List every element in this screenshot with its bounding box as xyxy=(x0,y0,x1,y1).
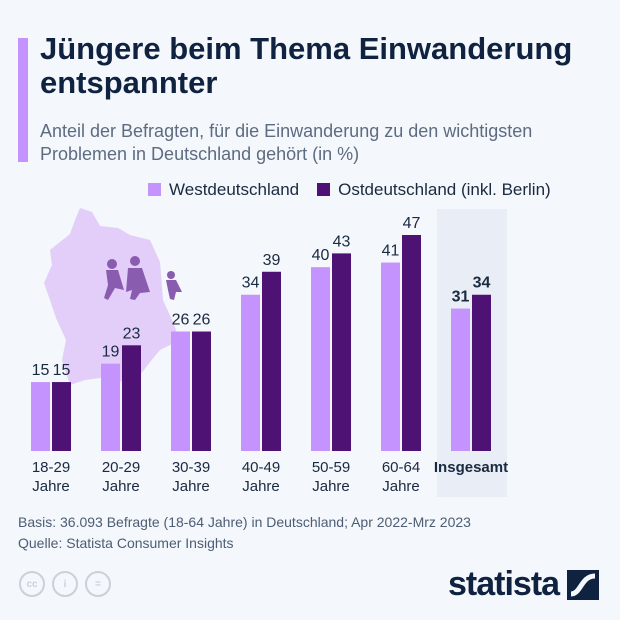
title-accent-bar xyxy=(18,38,28,162)
data-label: 19 xyxy=(102,344,120,361)
by-icon[interactable]: i xyxy=(52,571,78,597)
basis-note: Basis: 36.093 Befragte (18-64 Jahre) in … xyxy=(18,514,471,530)
category-label: 60-64 xyxy=(382,459,420,476)
bar-west-1 xyxy=(101,363,120,451)
category-label: 18-29 xyxy=(32,459,70,476)
bar-east-2 xyxy=(192,331,211,451)
germany-map-illustration xyxy=(44,208,182,385)
data-label: 41 xyxy=(382,243,400,260)
bar-west-6 xyxy=(451,308,470,451)
category-label: Insgesamt xyxy=(434,459,508,476)
bar-east-6 xyxy=(472,294,491,451)
data-label: 40 xyxy=(312,247,330,264)
nd-icon[interactable]: = xyxy=(85,571,111,597)
category-label: Jahre xyxy=(312,478,350,495)
bar-west-5 xyxy=(381,262,400,451)
legend: Westdeutschland Ostdeutschland (inkl. Be… xyxy=(148,180,551,200)
category-label: Jahre xyxy=(32,478,70,495)
bar-west-4 xyxy=(311,267,330,451)
bar-east-1 xyxy=(122,345,141,451)
source-note: Quelle: Statista Consumer Insights xyxy=(18,535,234,551)
data-label: 34 xyxy=(473,275,491,292)
data-label: 23 xyxy=(123,325,141,342)
bar-west-2 xyxy=(171,331,190,451)
statista-logo-icon xyxy=(567,569,600,600)
legend-item-west: Westdeutschland xyxy=(148,180,299,200)
data-label: 26 xyxy=(172,312,190,329)
bar-east-5 xyxy=(402,235,421,451)
logo-text: statista xyxy=(448,565,560,603)
category-label: Jahre xyxy=(242,478,280,495)
legend-swatch-east xyxy=(317,183,331,196)
bar-east-0 xyxy=(52,382,71,451)
legend-label-east: Ostdeutschland (inkl. Berlin) xyxy=(338,180,551,199)
bar-west-3 xyxy=(241,294,260,451)
category-label: 50-59 xyxy=(312,459,350,476)
legend-swatch-west xyxy=(148,183,161,196)
category-label: 20-29 xyxy=(102,459,140,476)
category-label: Jahre xyxy=(382,478,420,495)
category-label: Jahre xyxy=(102,478,140,495)
data-label: 39 xyxy=(263,252,281,269)
refugee-family-icon xyxy=(104,256,182,300)
category-label: 40-49 xyxy=(242,459,280,476)
data-label: 15 xyxy=(32,362,50,379)
bar-east-4 xyxy=(332,253,351,451)
bar-west-0 xyxy=(31,382,50,451)
bar-east-3 xyxy=(262,271,281,451)
data-label: 34 xyxy=(242,275,260,292)
chart-title: Jüngere beim Thema Einwanderung entspann… xyxy=(40,31,573,100)
footer-notes: Basis: 36.093 Befragte (18-64 Jahre) in … xyxy=(18,512,471,554)
legend-item-east: Ostdeutschland (inkl. Berlin) xyxy=(317,180,551,200)
data-label: 15 xyxy=(53,362,71,379)
data-label: 26 xyxy=(193,312,211,329)
legend-label-west: Westdeutschland xyxy=(169,180,300,199)
data-label: 47 xyxy=(403,215,421,232)
category-label: Jahre xyxy=(172,478,210,495)
license-icons: cc i = xyxy=(19,571,111,597)
chart-subtitle: Anteil der Befragten, für die Einwanderu… xyxy=(40,121,533,164)
statista-logo[interactable]: statista xyxy=(448,565,600,604)
data-label: 31 xyxy=(452,289,470,306)
data-label: 43 xyxy=(333,233,351,250)
cc-icon[interactable]: cc xyxy=(19,571,45,597)
category-label: 30-39 xyxy=(172,459,210,476)
